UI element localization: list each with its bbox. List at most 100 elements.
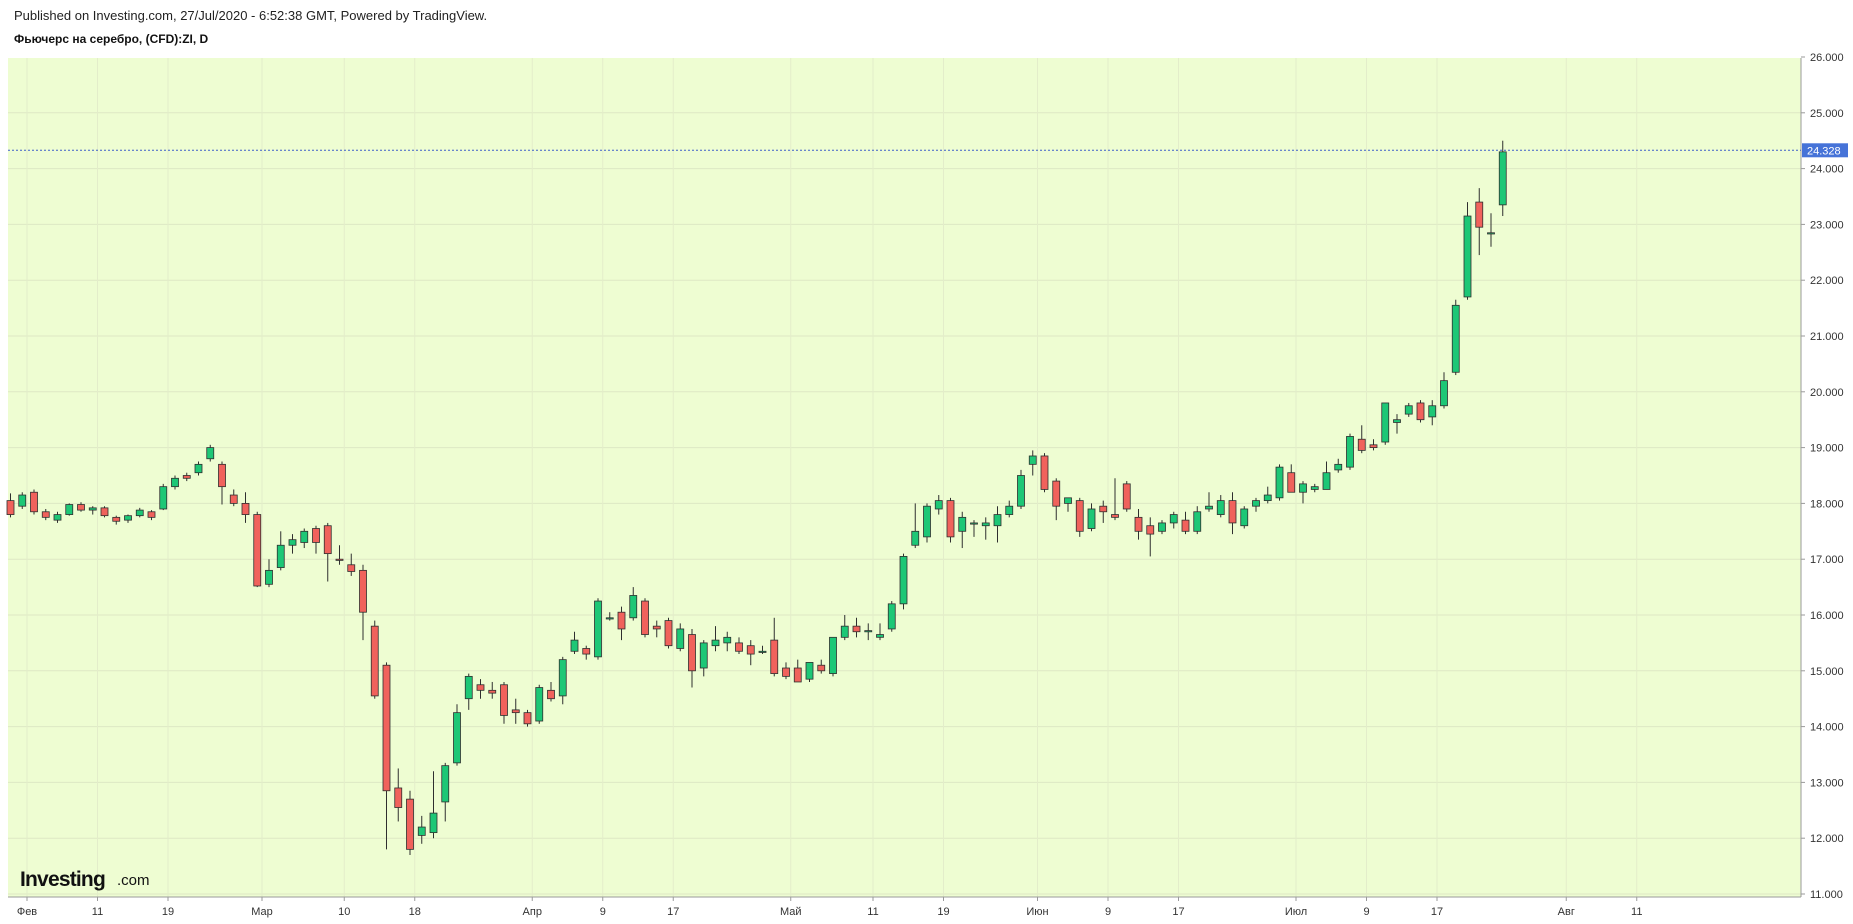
candle-down[interactable] bbox=[1111, 478, 1119, 521]
candle-down[interactable] bbox=[1052, 478, 1061, 521]
candle-down[interactable] bbox=[1134, 508, 1143, 540]
candle-up[interactable] bbox=[605, 612, 614, 621]
candle-up[interactable] bbox=[876, 623, 884, 641]
candle-up[interactable] bbox=[1205, 492, 1213, 512]
candle-up[interactable] bbox=[206, 444, 215, 462]
candle-up[interactable] bbox=[934, 495, 943, 515]
candle-up[interactable] bbox=[300, 528, 309, 549]
candle-down[interactable] bbox=[6, 493, 15, 518]
candle-down[interactable] bbox=[617, 606, 626, 641]
candle-up[interactable] bbox=[629, 587, 638, 621]
candle-up[interactable] bbox=[1263, 486, 1272, 504]
candle-up[interactable] bbox=[558, 656, 567, 705]
candle-down[interactable] bbox=[41, 508, 50, 521]
candle-down[interactable] bbox=[782, 662, 790, 680]
candle-down[interactable] bbox=[100, 506, 109, 518]
candle-down[interactable] bbox=[1181, 511, 1190, 535]
candle-down[interactable] bbox=[500, 681, 508, 724]
candle-up[interactable] bbox=[570, 631, 579, 655]
candle-up[interactable] bbox=[829, 636, 837, 677]
candle-down[interactable] bbox=[523, 709, 532, 727]
candle-up[interactable] bbox=[65, 503, 74, 516]
price-axis[interactable]: 11.000 12.000 13.000 14.000 15.000 16.000 17.0… bbox=[1801, 52, 1844, 901]
candle-up[interactable] bbox=[1463, 202, 1472, 300]
candle-down[interactable] bbox=[1146, 517, 1155, 557]
candle-up[interactable] bbox=[265, 559, 273, 588]
candle-down[interactable] bbox=[382, 662, 391, 850]
candle-down[interactable] bbox=[335, 545, 344, 565]
candle-down[interactable] bbox=[688, 628, 696, 688]
candle-down[interactable] bbox=[394, 768, 403, 822]
candle-up[interactable] bbox=[1487, 213, 1495, 247]
candle-down[interactable] bbox=[359, 564, 367, 641]
candle-up[interactable] bbox=[1017, 469, 1025, 509]
candle-down[interactable] bbox=[370, 620, 379, 699]
candle-up[interactable] bbox=[1440, 372, 1448, 409]
candle-up[interactable] bbox=[1252, 497, 1260, 512]
candle-up[interactable] bbox=[758, 645, 767, 655]
time-axis[interactable]: Фев 11 19 Мар 10 18 Апр 9 17 Май 11 19 Июн 9 17 Июл 9 17 А… bbox=[17, 897, 1643, 918]
plot-area[interactable] bbox=[8, 58, 1801, 897]
candle-up[interactable] bbox=[276, 531, 285, 571]
candle-up[interactable] bbox=[723, 631, 732, 652]
candle-down[interactable] bbox=[30, 489, 38, 515]
candle-down[interactable] bbox=[1228, 492, 1237, 535]
candle-up[interactable] bbox=[1169, 511, 1178, 529]
candle-up[interactable] bbox=[970, 520, 978, 537]
candle-up[interactable] bbox=[464, 673, 473, 710]
candle-up[interactable] bbox=[1028, 450, 1037, 476]
candle-up[interactable] bbox=[981, 517, 990, 540]
candle-up[interactable] bbox=[676, 623, 685, 652]
candle-up[interactable] bbox=[1404, 402, 1413, 417]
candle-up[interactable] bbox=[1240, 506, 1249, 529]
candle-up[interactable] bbox=[1299, 481, 1307, 504]
candle-up[interactable] bbox=[124, 514, 132, 523]
candle-up[interactable] bbox=[899, 553, 908, 610]
candle-up[interactable] bbox=[429, 771, 438, 839]
candle-down[interactable] bbox=[1416, 400, 1425, 423]
candle-up[interactable] bbox=[958, 511, 967, 549]
candle-down[interactable] bbox=[1122, 481, 1131, 512]
candle-down[interactable] bbox=[793, 659, 802, 683]
candle-up[interactable] bbox=[1381, 402, 1390, 445]
candle-up[interactable] bbox=[1193, 506, 1202, 535]
candle-up[interactable] bbox=[711, 626, 720, 652]
candle-down[interactable] bbox=[946, 497, 955, 543]
candle-up[interactable] bbox=[1087, 503, 1096, 532]
candle-down[interactable] bbox=[641, 598, 649, 638]
candle-down[interactable] bbox=[312, 525, 320, 554]
candle-down[interactable] bbox=[511, 698, 520, 724]
candle-down[interactable] bbox=[488, 681, 497, 699]
candle-up[interactable] bbox=[594, 598, 602, 660]
candle-down[interactable] bbox=[582, 645, 591, 660]
candle-down[interactable] bbox=[852, 617, 861, 638]
candle-down[interactable] bbox=[147, 510, 156, 521]
candle-up[interactable] bbox=[840, 615, 849, 641]
candle-up[interactable] bbox=[1393, 414, 1401, 434]
candle-down[interactable] bbox=[323, 522, 332, 582]
candle-down[interactable] bbox=[229, 489, 238, 507]
candle-down[interactable] bbox=[253, 511, 262, 588]
candle-up[interactable] bbox=[1158, 520, 1166, 535]
candle-down[interactable] bbox=[241, 492, 250, 523]
candle-down[interactable] bbox=[746, 640, 755, 666]
candle-up[interactable] bbox=[1498, 140, 1507, 217]
candle-down[interactable] bbox=[476, 679, 485, 699]
candle-down[interactable] bbox=[1287, 464, 1296, 493]
candle-up[interactable] bbox=[864, 623, 873, 641]
candle-down[interactable] bbox=[347, 553, 356, 576]
candle-up[interactable] bbox=[1275, 464, 1284, 501]
candle-up[interactable] bbox=[1310, 483, 1319, 493]
candle-up[interactable] bbox=[453, 704, 461, 766]
candle-up[interactable] bbox=[1216, 495, 1225, 518]
candle-up[interactable] bbox=[1346, 433, 1354, 470]
candle-down[interactable] bbox=[664, 617, 673, 649]
candle-up[interactable] bbox=[417, 815, 426, 844]
candle-up[interactable] bbox=[194, 461, 203, 476]
candle-down[interactable] bbox=[77, 502, 85, 512]
candle-up[interactable] bbox=[1005, 500, 1014, 518]
candle-up[interactable] bbox=[1451, 299, 1460, 376]
candle-up[interactable] bbox=[923, 503, 931, 543]
candle-down[interactable] bbox=[1369, 439, 1378, 451]
